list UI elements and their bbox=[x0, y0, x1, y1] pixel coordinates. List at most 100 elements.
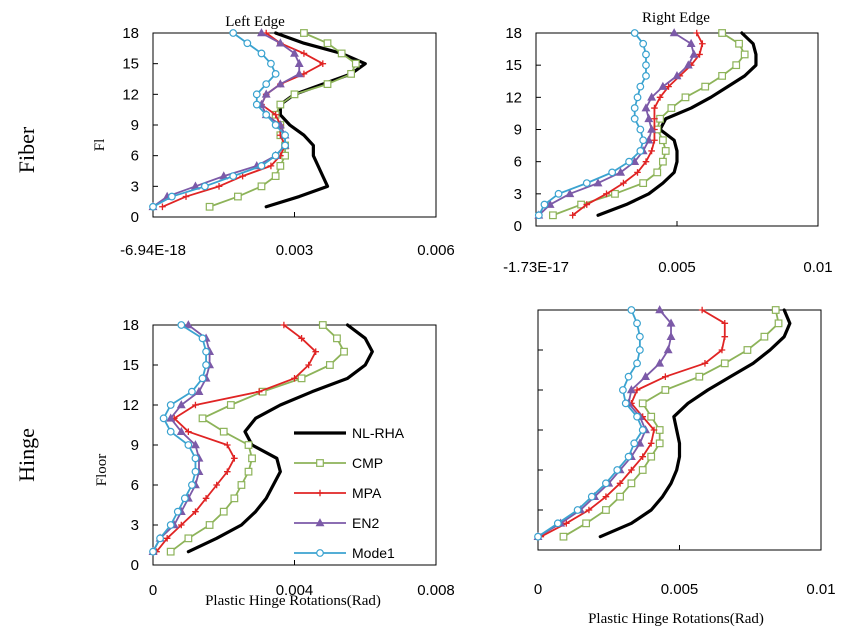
point-mpa bbox=[163, 535, 171, 542]
y-tick-label: 18 bbox=[505, 25, 522, 42]
point-cmp bbox=[219, 507, 228, 516]
point-mode1 bbox=[149, 547, 157, 556]
point-mode1 bbox=[243, 39, 252, 48]
series-line-cmp bbox=[169, 324, 345, 553]
point-cmp bbox=[271, 172, 280, 181]
point-mpa bbox=[698, 306, 706, 314]
point-cmp bbox=[318, 321, 327, 329]
point-cmp bbox=[340, 347, 348, 356]
y-tick-label: 9 bbox=[514, 122, 522, 139]
point-mpa bbox=[583, 201, 591, 208]
point-mode1 bbox=[229, 172, 238, 181]
point-mpa bbox=[650, 426, 658, 434]
series-mode1 bbox=[534, 306, 647, 541]
point-mpa bbox=[585, 506, 593, 514]
point-mode1 bbox=[262, 110, 271, 119]
point-en2 bbox=[663, 345, 673, 354]
point-cmp bbox=[655, 439, 664, 448]
point-cmp bbox=[720, 359, 729, 368]
point-cmp bbox=[743, 346, 752, 354]
point-cmp bbox=[611, 189, 619, 198]
point-mpa bbox=[223, 468, 231, 475]
point-mode1 bbox=[627, 306, 636, 314]
point-cmp bbox=[184, 534, 193, 543]
point-cmp bbox=[234, 192, 242, 201]
point-mode1 bbox=[639, 136, 648, 145]
point-cmp bbox=[774, 319, 783, 328]
legend-marker-mpa bbox=[316, 489, 324, 497]
x-tick-label: 0.01 bbox=[803, 259, 832, 276]
point-cmp bbox=[639, 179, 648, 188]
series-mpa bbox=[159, 29, 327, 211]
point-mode1 bbox=[633, 359, 641, 368]
y-tick-label: 15 bbox=[122, 357, 139, 374]
point-mpa bbox=[239, 172, 246, 180]
point-mpa bbox=[267, 162, 275, 170]
point-mpa bbox=[272, 111, 279, 119]
legend-label-mpa: MPA bbox=[352, 485, 382, 501]
point-en2 bbox=[166, 413, 176, 422]
series-cmp bbox=[549, 29, 749, 220]
point-cmp bbox=[559, 532, 568, 541]
point-cmp bbox=[740, 50, 749, 59]
point-en2 bbox=[275, 38, 285, 47]
point-mode1 bbox=[149, 202, 157, 211]
legend-marker-mode1 bbox=[316, 549, 324, 557]
point-mode1 bbox=[630, 104, 639, 112]
point-mpa bbox=[648, 147, 655, 155]
point-en2 bbox=[689, 49, 699, 58]
series-line-mode1 bbox=[152, 324, 207, 553]
series-line-nl-rha bbox=[596, 31, 758, 217]
y-tick-label: 18 bbox=[122, 317, 139, 334]
point-mode1 bbox=[642, 71, 650, 80]
point-cmp bbox=[695, 372, 704, 381]
point-cmp bbox=[647, 412, 656, 421]
point-mode1 bbox=[587, 492, 596, 501]
point-mpa bbox=[305, 361, 312, 369]
y-tick-label: 12 bbox=[505, 89, 522, 106]
point-mpa bbox=[662, 373, 669, 380]
point-mpa bbox=[182, 193, 190, 200]
point-mode1 bbox=[582, 179, 591, 188]
y-tick-label: 3 bbox=[131, 517, 139, 534]
point-mpa bbox=[603, 190, 610, 198]
point-cmp bbox=[655, 426, 664, 434]
point-mode1 bbox=[271, 69, 280, 78]
point-mode1 bbox=[184, 441, 193, 449]
point-en2 bbox=[257, 28, 266, 37]
point-cmp bbox=[323, 80, 332, 89]
point-cmp bbox=[323, 39, 332, 48]
point-mpa bbox=[319, 60, 327, 67]
point-mode1 bbox=[635, 332, 644, 341]
point-mpa bbox=[628, 466, 635, 474]
point-en2 bbox=[194, 386, 204, 395]
point-en2 bbox=[647, 124, 657, 133]
series-line-cmp bbox=[552, 32, 746, 217]
legend-marker-en2 bbox=[315, 518, 325, 527]
point-mpa bbox=[185, 428, 192, 435]
point-en2 bbox=[644, 113, 654, 123]
point-cmp bbox=[638, 466, 647, 474]
point-mode1 bbox=[534, 211, 543, 220]
point-cmp bbox=[735, 39, 743, 48]
point-cmp bbox=[337, 49, 346, 58]
point-cmp bbox=[290, 90, 299, 99]
series-cmp bbox=[166, 321, 348, 556]
point-mpa bbox=[651, 115, 658, 123]
series-mpa bbox=[153, 321, 320, 555]
point-cmp bbox=[219, 427, 228, 436]
point-cmp bbox=[718, 71, 727, 80]
point-mode1 bbox=[252, 90, 261, 99]
point-mode1 bbox=[202, 361, 210, 369]
series-mpa bbox=[537, 306, 729, 540]
point-mode1 bbox=[271, 151, 280, 160]
point-cmp bbox=[661, 147, 670, 155]
x-tick-label: 0.003 bbox=[276, 242, 314, 259]
point-en2 bbox=[275, 79, 285, 88]
point-cmp bbox=[205, 521, 214, 529]
legend-label-cmp: CMP bbox=[352, 455, 383, 471]
point-cmp bbox=[732, 61, 741, 70]
y-tick-label: 0 bbox=[514, 218, 522, 235]
point-mode1 bbox=[630, 29, 639, 37]
point-cmp bbox=[237, 481, 246, 489]
